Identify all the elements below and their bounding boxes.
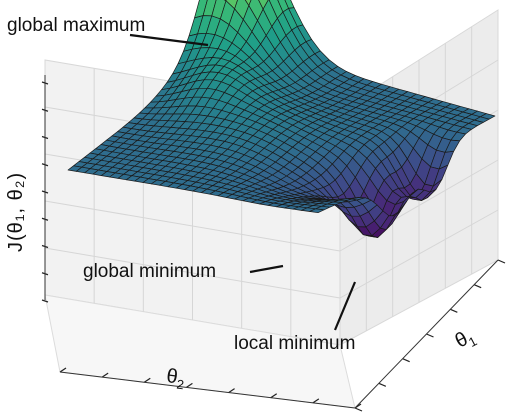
left-pane-gridline: [44, 247, 341, 299]
j-axis-label: J(θ₁, θ₂): [5, 171, 27, 252]
theta2-axis-line: [59, 371, 356, 409]
local-minimum-leader: [333, 281, 357, 331]
theta2-tick: [101, 372, 109, 378]
theta1-axis-line: [354, 259, 499, 409]
axis-ticks: [41, 75, 506, 412]
theta2-tick: [270, 393, 278, 399]
theta1-tick: [473, 284, 482, 289]
back-pane-gridline: [339, 209, 499, 299]
theta1-tick: [354, 407, 363, 412]
global-maximum-leader: [129, 33, 209, 47]
theta2-axis-label: θ2: [165, 365, 186, 392]
annotation-global-minimum: global minimum: [83, 261, 217, 282]
left-pane-gridline: [44, 200, 341, 252]
theta1-tick: [450, 308, 458, 313]
annotation-leaders: [129, 33, 357, 331]
surface-cell: [309, 208, 325, 214]
annotation-local-minimum: local minimum: [234, 333, 356, 354]
theta1-tick: [426, 333, 434, 338]
theta1-tick: [497, 259, 506, 264]
theta2-tick: [59, 367, 67, 373]
theta1-tick: [378, 382, 387, 387]
global-minimum-leader: [249, 264, 284, 274]
back-pane-gridline: [339, 159, 499, 252]
theta2-tick: [312, 398, 320, 404]
theta2-tick: [143, 377, 151, 383]
j-tick: [41, 299, 49, 303]
theta2-tick: [186, 382, 193, 388]
theta1-tick: [402, 358, 410, 363]
surface-mesh: [67, 0, 496, 238]
theta2-tick: [228, 388, 235, 394]
annotation-global-maximum: global maximum: [7, 15, 146, 36]
